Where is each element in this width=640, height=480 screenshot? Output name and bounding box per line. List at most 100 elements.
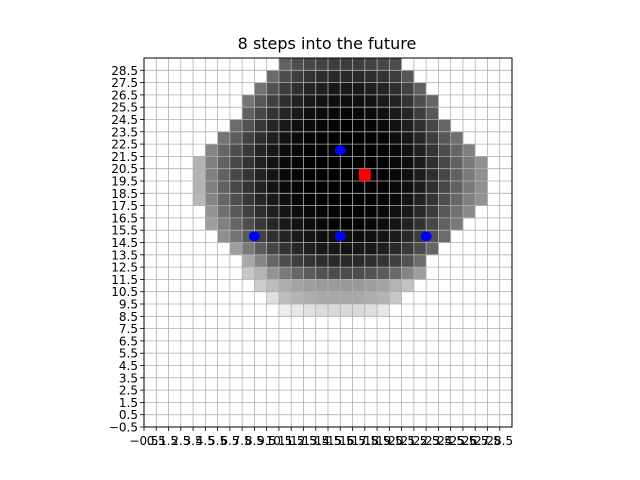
- heatmap-cell: [438, 156, 451, 169]
- heatmap-cell: [352, 279, 366, 292]
- x-tick-label: 1.5: [159, 434, 178, 448]
- heatmap-cell: [413, 181, 427, 194]
- x-tick-label: 23.5: [425, 434, 452, 448]
- heatmap-cell: [352, 217, 366, 231]
- heatmap-cell: [291, 254, 304, 268]
- heatmap-cell: [413, 254, 427, 268]
- y-tick-label: 13.5: [111, 248, 138, 262]
- heatmap-cell: [389, 119, 402, 133]
- heatmap-cell: [266, 94, 280, 108]
- heatmap-cell: [193, 181, 206, 194]
- heatmap-cell: [438, 168, 451, 182]
- heatmap-cell: [364, 193, 378, 206]
- heatmap-cell: [254, 279, 267, 292]
- heatmap-cell: [340, 156, 353, 169]
- heatmap-cell: [278, 131, 292, 145]
- heatmap-cell: [266, 82, 280, 96]
- heatmap-cell: [364, 279, 378, 292]
- heatmap-cell: [377, 70, 390, 83]
- heatmap-cell: [377, 230, 390, 243]
- heatmap-cell: [450, 205, 464, 219]
- heatmap-cell: [229, 230, 243, 243]
- heatmap-cell: [352, 156, 366, 169]
- heatmap-cell: [401, 70, 415, 83]
- heatmap-cell: [254, 82, 267, 96]
- x-tick-label: 10.5: [266, 434, 293, 448]
- heatmap-cell: [278, 94, 292, 108]
- heatmap-cell: [377, 181, 390, 194]
- heatmap-cell: [352, 70, 366, 83]
- y-tick-label: 24.5: [111, 113, 138, 127]
- heatmap-cell: [328, 107, 341, 120]
- heatmap-cell: [266, 156, 280, 169]
- heatmap-cell: [205, 193, 218, 206]
- heatmap-cell: [413, 131, 427, 145]
- heatmap-cell: [328, 267, 341, 280]
- y-tick-label: 18.5: [111, 187, 138, 201]
- x-tick-label: 19.5: [376, 434, 403, 448]
- heatmap-cell: [377, 82, 390, 96]
- heatmap-cell: [450, 131, 464, 145]
- heatmap-cell: [315, 70, 329, 83]
- heatmap-cell: [278, 193, 292, 206]
- heatmap-cell: [352, 242, 366, 256]
- heatmap-cell: [278, 144, 292, 157]
- heatmap-cell: [254, 131, 267, 145]
- heatmap-cell: [401, 267, 415, 280]
- heatmap-cell: [291, 131, 304, 145]
- heatmap-cell: [291, 70, 304, 83]
- heatmap-cell: [352, 119, 366, 133]
- heatmap-cell: [352, 107, 366, 120]
- x-tick-label: 12.5: [290, 434, 317, 448]
- heatmap-cell: [266, 205, 280, 219]
- heatmap-cell: [303, 267, 317, 280]
- heatmap-cell: [450, 217, 464, 231]
- heatmap-cell: [364, 144, 378, 157]
- heatmap-cell: [254, 217, 267, 231]
- heatmap-cell: [229, 131, 243, 145]
- y-tick-label: 0.5: [119, 408, 138, 422]
- x-tick-label: 21.5: [401, 434, 428, 448]
- y-tick-label: 21.5: [111, 150, 138, 164]
- marker-circle: [248, 231, 260, 242]
- heatmap-cell: [254, 107, 267, 120]
- heatmap-cell: [315, 291, 329, 305]
- heatmap-cell: [364, 254, 378, 268]
- heatmap-cell: [401, 119, 415, 133]
- heatmap-cell: [303, 107, 317, 120]
- heatmap-cell: [413, 217, 427, 231]
- heatmap-cell: [315, 279, 329, 292]
- y-tick-label: 14.5: [111, 236, 138, 250]
- heatmap-cell: [315, 58, 329, 71]
- y-tick-label: 9.5: [119, 298, 138, 312]
- heatmap-cell: [401, 107, 415, 120]
- heatmap-cell: [242, 267, 255, 280]
- heatmap-cell: [401, 279, 415, 292]
- heatmap-cell: [328, 254, 341, 268]
- heatmap-cell: [328, 181, 341, 194]
- heatmap-cell: [303, 304, 317, 317]
- heatmap-cell: [328, 131, 341, 145]
- heatmap-cell: [291, 304, 304, 317]
- heatmap-cell: [377, 107, 390, 120]
- x-tick-label: 14.5: [315, 434, 342, 448]
- heatmap-cell: [242, 217, 255, 231]
- heatmap-cell: [389, 82, 402, 96]
- heatmap-cell: [242, 131, 255, 145]
- heatmap-cell: [340, 94, 353, 108]
- heatmap-cell: [340, 107, 353, 120]
- x-tick-label: 24.5: [437, 434, 464, 448]
- heatmap-cell: [389, 217, 402, 231]
- heatmap-cell: [413, 242, 427, 256]
- heatmap-cell: [438, 193, 451, 206]
- heatmap-cell: [377, 267, 390, 280]
- heatmap-cell: [352, 267, 366, 280]
- x-tick-label: 7.5: [233, 434, 252, 448]
- heatmap-cell: [205, 156, 218, 169]
- heatmap-cell: [352, 131, 366, 145]
- heatmap-cell: [291, 119, 304, 133]
- heatmap-cell: [242, 181, 255, 194]
- heatmap-cell: [352, 181, 366, 194]
- heatmap-cell: [254, 181, 267, 194]
- y-tick-label: 20.5: [111, 162, 138, 176]
